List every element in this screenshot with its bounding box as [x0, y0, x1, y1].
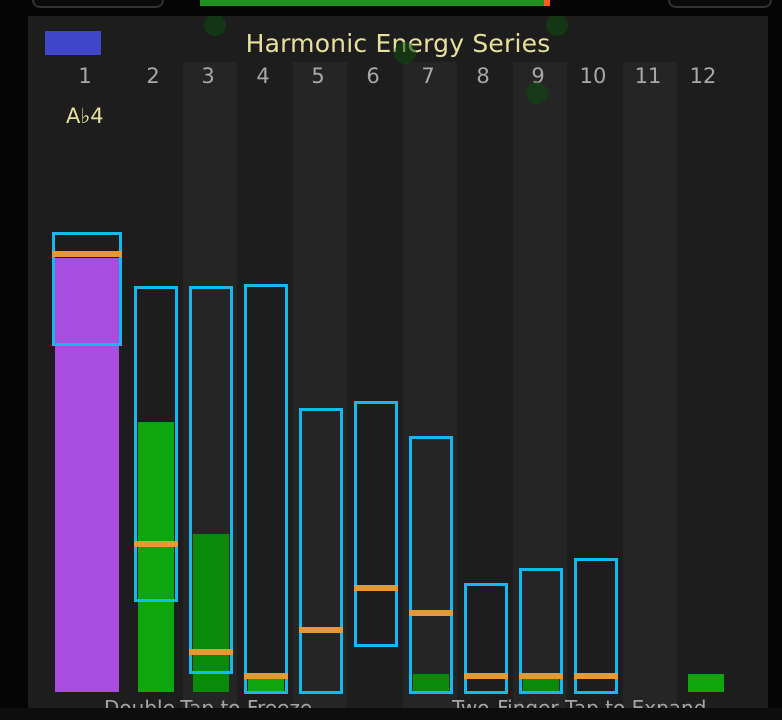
harmonic-number-5: 5: [311, 64, 325, 88]
harmonic-number-12: 12: [689, 64, 717, 88]
sparkle-icon: [546, 16, 568, 36]
harmonic-3-energy-bar: [193, 534, 229, 692]
harmonic-3-range-box: [189, 286, 233, 674]
harmonic-2-peak-marker: [134, 541, 178, 547]
sparkle-icon: [526, 82, 548, 104]
harmonic-5-range-box: [299, 408, 343, 694]
harmonic-1-range-box: [52, 232, 122, 346]
harmonic-6-peak-marker: [354, 585, 398, 591]
harmonic-column-bg-5: [293, 62, 347, 716]
harmonic-number-11: 11: [634, 64, 662, 88]
top-left-control-frame: [32, 0, 164, 8]
harmonic-3-peak-marker: [189, 649, 233, 655]
harmonic-5-peak-marker: [299, 627, 343, 633]
harmonic-2-range-box: [134, 286, 178, 602]
harmonic-number-3: 3: [201, 64, 215, 88]
harmonic-1-peak-marker: [52, 251, 122, 257]
harmonic-9-range-box: [519, 568, 563, 694]
level-meter: [200, 0, 550, 6]
harmonic-2-energy-bar: [138, 422, 174, 692]
harmonic-column-bg-9: [513, 62, 567, 716]
harmonic-10-peak-marker: [574, 673, 618, 679]
harmonic-number-6: 6: [366, 64, 380, 88]
harmonic-8-range-box: [464, 583, 508, 694]
harmonic-7-peak-marker: [409, 610, 453, 616]
harmonic-number-7: 7: [421, 64, 435, 88]
harmonic-8-peak-marker: [464, 673, 508, 679]
harmonic-6-range-box: [354, 401, 398, 647]
harmonic-number-8: 8: [476, 64, 490, 88]
harmonic-4-peak-marker: [244, 673, 288, 679]
sparkle-icon: [204, 16, 226, 36]
top-right-control-frame: [668, 0, 772, 8]
harmonic-column-bg-11: [623, 62, 677, 716]
bottom-bar: [0, 708, 782, 720]
harmonic-9-peak-marker: [519, 673, 563, 679]
harmonic-12-energy-bar: [688, 674, 724, 692]
harmonic-10-range-box: [574, 558, 618, 694]
series-color-swatch[interactable]: [45, 31, 101, 55]
harmonic-number-10: 10: [579, 64, 607, 88]
harmonic-7-energy-bar: [413, 674, 449, 692]
harmonic-energy-panel[interactable]: Harmonic Energy Series 1 2 3 4 5 6 7 8 9…: [28, 16, 768, 716]
harmonic-4-energy-bar: [248, 676, 284, 692]
harmonic-number-2: 2: [146, 64, 160, 88]
harmonic-number-1: 1: [78, 64, 92, 88]
harmonic-9-energy-bar: [523, 676, 559, 692]
harmonic-column-bg-7: [403, 62, 457, 716]
harmonic-4-range-box: [244, 284, 288, 694]
sparkle-icon: [394, 42, 416, 64]
harmonic-number-4: 4: [256, 64, 270, 88]
detected-note-label: A♭4: [66, 104, 104, 128]
harmonic-1-energy-bar: [55, 258, 119, 692]
level-meter-peak: [544, 0, 550, 6]
harmonic-7-range-box: [409, 436, 453, 694]
